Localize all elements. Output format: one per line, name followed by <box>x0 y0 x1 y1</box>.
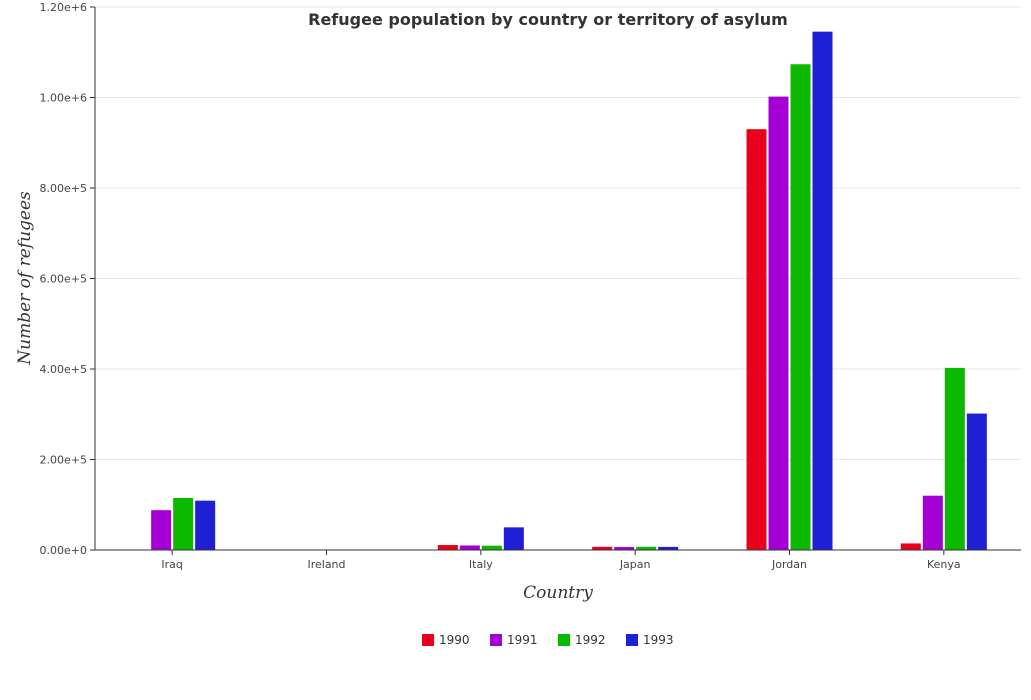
y-tick-label: 1.00e+6 <box>40 92 87 105</box>
x-tick-label: Ireland <box>307 558 345 571</box>
y-tick-label: 0.00e+0 <box>40 544 87 557</box>
bar-jordan-1993 <box>812 31 833 550</box>
y-tick-label: 6.00e+5 <box>40 273 87 286</box>
bar-japan-1992 <box>636 546 657 550</box>
y-axis-title: Number of refugees <box>15 191 35 366</box>
bar-kenya-1992 <box>944 367 965 550</box>
bar-jordan-1992 <box>790 64 811 551</box>
chart-title: Refugee population by country or territo… <box>308 10 788 29</box>
bar-italy-1991 <box>459 545 480 550</box>
bar-japan-1993 <box>658 546 679 550</box>
legend: 1990 1991 1992 1993 <box>422 633 674 647</box>
legend-label-1992: 1992 <box>575 633 606 647</box>
legend-label-1991: 1991 <box>507 633 538 647</box>
x-tick-label: Iraq <box>161 558 183 571</box>
bar-italy-1990 <box>437 545 458 550</box>
y-axis-ticks: 0.00e+0 2.00e+5 4.00e+5 6.00e+5 8.00e+5 1.00e… <box>40 1 95 557</box>
legend-swatch-1992 <box>558 634 570 646</box>
y-tick-label: 8.00e+5 <box>40 182 87 195</box>
bar-italy-1993 <box>503 527 524 550</box>
x-tick-label: Jordan <box>771 558 807 571</box>
legend-label-1990: 1990 <box>439 633 470 647</box>
y-tick-label: 2.00e+5 <box>40 454 87 467</box>
bars <box>129 31 987 551</box>
bar-iraq-1992 <box>173 497 194 550</box>
bar-kenya-1991 <box>922 495 943 550</box>
x-tick-label: Kenya <box>927 558 961 571</box>
bar-iraq-1991 <box>151 510 172 550</box>
legend-swatch-1990 <box>422 634 434 646</box>
legend-label-1993: 1993 <box>643 633 674 647</box>
bar-iraq-1993 <box>195 500 216 550</box>
legend-swatch-1993 <box>626 634 638 646</box>
bar-jordan-1991 <box>768 96 789 550</box>
bar-kenya-1993 <box>966 413 987 550</box>
x-tick-label: Italy <box>469 558 493 571</box>
bar-jordan-1990 <box>746 129 767 551</box>
y-tick-label: 1.20e+6 <box>40 1 87 14</box>
bar-japan-1991 <box>614 547 635 550</box>
bar-japan-1990 <box>592 546 613 550</box>
x-axis-title: Country <box>523 583 593 603</box>
legend-swatch-1991 <box>490 634 502 646</box>
x-tick-label: Japan <box>619 558 651 571</box>
y-tick-label: 4.00e+5 <box>40 363 87 376</box>
bar-kenya-1990 <box>900 543 921 550</box>
gridlines <box>95 6 1021 551</box>
bar-italy-1992 <box>481 545 502 550</box>
x-axis-ticks: Iraq Ireland Italy Japan Jordan Kenya <box>161 550 961 571</box>
